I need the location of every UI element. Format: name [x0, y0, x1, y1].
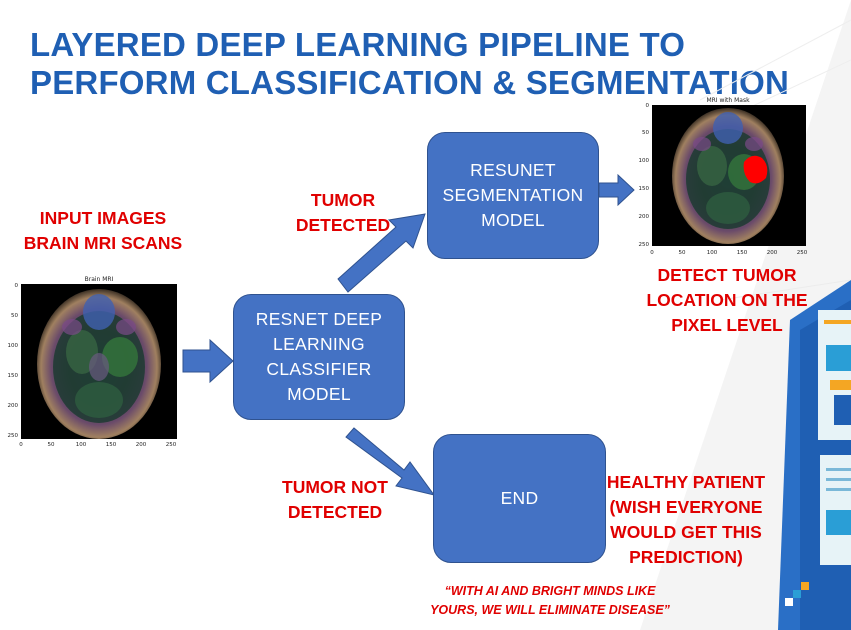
svg-text:50: 50	[642, 130, 649, 136]
title-line-1: LAYERED DEEP LEARNING PIPELINE TO	[30, 26, 686, 63]
arrow-classifier-to-end	[345, 427, 436, 496]
svg-text:150: 150	[106, 442, 117, 448]
arrow-classifier-to-segmentation	[337, 213, 426, 293]
tumor-mask	[743, 155, 768, 184]
healthy-patient-label: HEALTHY PATIENT (WISH EVERYONE WOULD GET…	[606, 472, 766, 567]
input-images-label: INPUT IMAGES BRAIN MRI SCANS	[23, 208, 183, 253]
tumor-not-detected-label: TUMOR NOT DETECTED	[282, 477, 388, 522]
arrow-segmentation-to-mask	[598, 173, 635, 207]
svg-text:150: 150	[737, 250, 748, 256]
tumor-detected-label: TUMOR DETECTED	[295, 190, 391, 235]
arrow-input-to-classifier	[182, 338, 234, 384]
resunet-segmentation-box: RESUNET SEGMENTATION MODEL	[427, 132, 599, 259]
svg-text:0: 0	[19, 442, 23, 448]
svg-text:150: 150	[8, 373, 19, 379]
brain-mri-x-axis: 0 50 100 150 200 250	[19, 442, 176, 448]
svg-text:50: 50	[11, 313, 18, 319]
svg-text:200: 200	[767, 250, 778, 256]
svg-text:200: 200	[639, 214, 650, 220]
svg-text:150: 150	[639, 186, 650, 192]
svg-text:0: 0	[650, 250, 654, 256]
title-line-2: PERFORM CLASSIFICATION & SEGMENTATION	[30, 64, 790, 101]
svg-text:250: 250	[797, 250, 808, 256]
brain-mri-image: Brain MRI 0 50 100 150 200 250 0 50 100 …	[8, 276, 177, 448]
brain-mri-title: Brain MRI	[85, 276, 114, 283]
slide-title: LAYERED DEEP LEARNING PIPELINE TO PERFOR…	[30, 26, 789, 102]
mri-with-mask-image: MRI with Mask 0 50 100 150 200 250 0 50 …	[639, 97, 808, 256]
svg-text:250: 250	[8, 433, 19, 439]
svg-text:50: 50	[679, 250, 686, 256]
svg-text:200: 200	[8, 403, 19, 409]
closing-quote: “WITH AI AND BRIGHT MINDS LIKE YOURS, WE…	[430, 584, 670, 617]
mri-with-mask-title: MRI with Mask	[706, 97, 750, 104]
svg-text:100: 100	[76, 442, 87, 448]
brain-mri-y-axis: 0 50 100 150 200 250	[8, 283, 19, 439]
svg-text:0: 0	[646, 103, 650, 109]
mask-x-axis: 0 50 100 150 200 250	[650, 250, 807, 256]
svg-text:100: 100	[639, 158, 650, 164]
svg-text:100: 100	[707, 250, 718, 256]
svg-text:200: 200	[136, 442, 147, 448]
svg-text:250: 250	[639, 242, 650, 248]
svg-text:50: 50	[48, 442, 55, 448]
end-box: END	[433, 434, 606, 563]
mask-y-axis: 0 50 100 150 200 250	[639, 103, 650, 248]
resnet-classifier-box: RESNET DEEP LEARNING CLASSIFIER MODEL	[233, 294, 405, 420]
detect-tumor-location-label: DETECT TUMOR LOCATION ON THE PIXEL LEVEL	[646, 265, 808, 335]
svg-text:0: 0	[15, 283, 19, 289]
svg-text:250: 250	[166, 442, 177, 448]
svg-text:100: 100	[8, 343, 19, 349]
